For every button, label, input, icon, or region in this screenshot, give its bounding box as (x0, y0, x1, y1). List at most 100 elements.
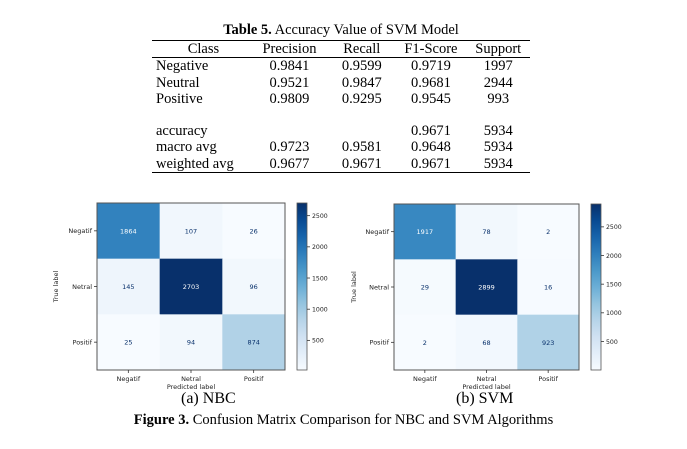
matrix-cell (97, 203, 161, 260)
x-tick-label: Negatif (413, 375, 437, 383)
table-row: Neutral 0.9521 0.9847 0.9681 2944 (152, 75, 530, 91)
x-tick-label: Netral (477, 375, 497, 383)
table-cell: 2944 (483, 74, 513, 91)
colorbar-tick-label: 2500 (312, 213, 328, 220)
table-cell: 5934 (483, 123, 513, 140)
column-header: Recall (328, 40, 396, 59)
cell-value-label: 25 (124, 339, 132, 347)
cell-value-label: 94 (187, 339, 195, 347)
cell-value-label: 68 (482, 339, 490, 347)
matrix-cell (222, 314, 286, 371)
cell-value-label: 923 (542, 339, 554, 347)
x-tick-label: Netral (181, 375, 201, 383)
cell-value-label: 1917 (417, 228, 434, 236)
nbc-confusion-matrix: 1864 107 26 145 2703 96 25 94 874 Negatif Netral Po… (52, 202, 328, 391)
row-label: macro avg (156, 139, 217, 156)
colorbar-tick-label: 2000 (606, 253, 622, 260)
colorbar-tick-label: 2000 (312, 244, 328, 251)
table-cell: 0.9671 (410, 123, 451, 140)
table-cell: 0.9671 (410, 155, 451, 172)
table-body: Negative 0.9841 0.9599 0.9719 1997 Neutral 0.9… (152, 58, 530, 173)
table-title-text: Accuracy Value of SVM Model (274, 22, 459, 38)
svm-confusion-matrix: 1917 78 2 29 2899 16 2 68 923 Negatif Netral Positi… (350, 203, 622, 391)
cell-value-label: 78 (482, 228, 490, 236)
subcaption-svm: (b) SVM (456, 390, 514, 407)
cell-value-label: 96 (250, 283, 258, 291)
x-tick-label: Positif (244, 375, 264, 383)
cell-value-label: 2 (423, 339, 427, 347)
x-axis-label: Predicted label (167, 383, 215, 391)
colorbar-tick-label: 500 (606, 339, 618, 346)
table-cell: 5934 (483, 139, 513, 156)
column-header: Precision (250, 40, 329, 59)
cell-value-label: 874 (247, 339, 259, 347)
table-cell: 0.9648 (410, 139, 451, 156)
colorbar-tick-label: 1500 (606, 281, 622, 288)
table-cell: 0.9671 (341, 155, 382, 172)
figure-label: Figure 3. (133, 412, 190, 428)
table-row: Negative 0.9841 0.9599 0.9719 1997 (152, 58, 530, 75)
y-tick-label: Negatif (68, 227, 92, 235)
summary-row: accuracy 0.9671 5934 (152, 123, 530, 139)
colorbar-tick-label: 500 (312, 338, 324, 345)
matrix-cell (222, 203, 286, 260)
summary-row: macro avg 0.9723 0.9581 0.9648 5934 (152, 139, 530, 155)
cell-value-label: 29 (421, 284, 429, 292)
matrix-cell (517, 314, 580, 371)
summary-row: weighted avg 0.9677 0.9671 0.9671 5934 (152, 156, 530, 173)
matrix-cell (97, 314, 161, 371)
x-tick-label: Negatif (117, 375, 141, 383)
cell-value-label: 107 (185, 227, 197, 235)
metrics-table: Class Precision Recall F1-Score Support … (152, 40, 530, 174)
table-cell: 0.9719 (410, 58, 451, 75)
colorbar-tick-label: 1000 (312, 306, 328, 313)
table-cell: 0.9677 (269, 155, 310, 172)
subcaption-nbc: (a) NBC (181, 390, 236, 407)
matrix-cell (455, 314, 518, 371)
matrix-cell (394, 259, 457, 316)
row-label: Neutral (156, 74, 200, 91)
table-cell: 5934 (483, 155, 513, 172)
y-tick-label: Positif (370, 339, 390, 347)
cell-value-label: 16 (544, 284, 552, 292)
matrix-cell (394, 314, 457, 371)
cell-value-label: 2703 (183, 283, 200, 291)
table-cell: 0.9681 (410, 74, 451, 91)
colorbar (590, 203, 602, 371)
table-row: Positive 0.9809 0.9295 0.9545 993 (152, 91, 530, 107)
y-axis-label: True label (52, 271, 60, 304)
column-header: Support (466, 40, 530, 59)
y-axis-label: True label (350, 271, 358, 304)
y-tick-label: Positif (73, 338, 93, 346)
table-cell: 0.9545 (410, 90, 451, 107)
table-cell: 993 (487, 90, 510, 107)
cell-value-label: 26 (250, 227, 258, 235)
matrix-cell (159, 258, 223, 315)
table-cell: 0.9599 (341, 58, 382, 75)
table-cell: 0.9847 (341, 74, 382, 91)
row-label: Positive (156, 90, 203, 107)
table-cell: 0.9521 (269, 74, 310, 91)
y-tick-label: Netral (72, 283, 92, 291)
matrix-cell (159, 314, 223, 371)
row-label: accuracy (156, 123, 208, 140)
matrix-cell (455, 259, 518, 316)
matrix-cell (222, 258, 286, 315)
table-title: Table 5. Accuracy Value of SVM Model (152, 22, 530, 40)
table-label: Table 5. (223, 22, 272, 38)
colorbar-tick-label: 2500 (606, 224, 622, 231)
cell-value-label: 145 (122, 283, 134, 291)
table-cell: 0.9295 (341, 90, 382, 107)
row-label: weighted avg (156, 155, 234, 172)
cell-value-label: 2 (546, 228, 550, 236)
figure-caption-text: Confusion Matrix Comparison for NBC and … (192, 412, 554, 428)
table-cell: 1997 (483, 58, 513, 75)
matrix-cell (455, 204, 518, 260)
table-cell: 0.9809 (269, 90, 310, 107)
column-header: F1-Score (395, 40, 467, 59)
matrix-cell (517, 259, 580, 316)
x-tick-label: Positif (538, 375, 558, 383)
column-header: Class (152, 40, 251, 59)
table-header-row: Class Precision Recall F1-Score Support (152, 40, 530, 59)
